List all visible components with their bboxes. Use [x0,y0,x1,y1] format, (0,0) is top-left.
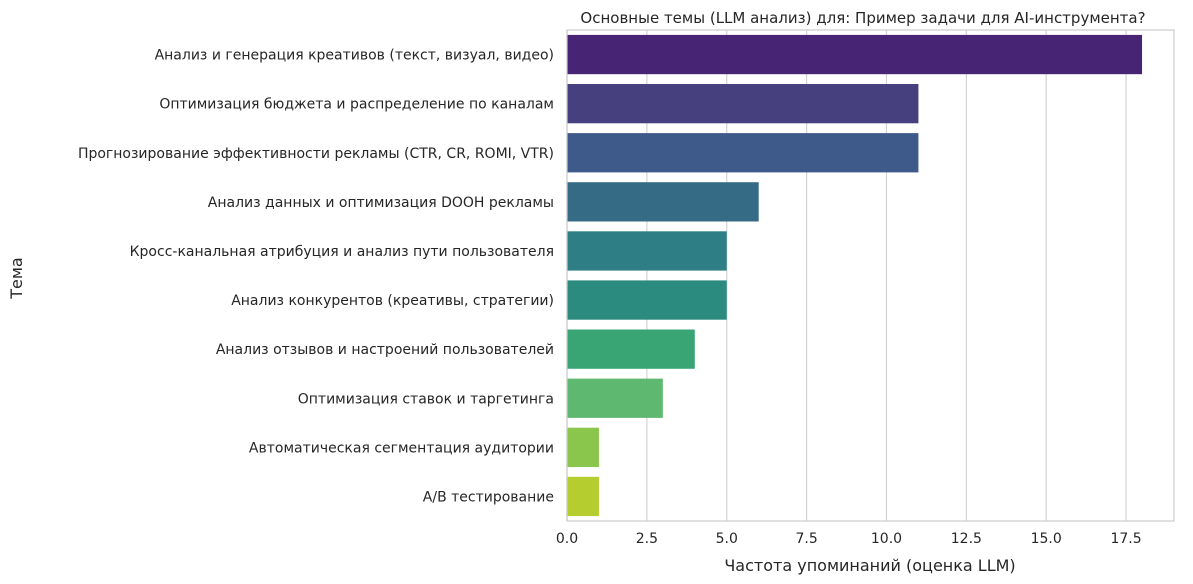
x-tick-labels: 0.0 2.5 5.0 7.5 10.0 12.5 15.0 17.5 [556,531,1142,547]
x-tick-label: 10.0 [871,531,902,547]
category-label: Анализ отзывов и настроений пользователе… [216,342,554,358]
x-tick-label: 17.5 [1110,531,1141,547]
bar [567,231,727,271]
category-label: Прогнозирование эффективности рекламы (C… [78,146,554,162]
bar [567,84,919,124]
x-tick-label: 7.5 [795,531,817,547]
x-tick-label: 15.0 [1031,531,1062,547]
bar [567,476,599,517]
y-axis-label: Тема [7,257,26,300]
x-tick-label: 0.0 [556,531,578,547]
x-axis-label: Частота упоминаний (оценка LLM) [724,556,1015,575]
bar [567,280,727,320]
x-tick-label: 5.0 [716,531,738,547]
category-label: Анализ и генерация креативов (текст, виз… [155,48,554,64]
bar [567,329,695,369]
category-label: A/B тестирование [423,489,554,505]
bar [567,427,599,467]
chart-title: Основные темы (LLM анализ) для: Пример з… [580,9,1145,27]
category-label: Оптимизация ставок и таргетинга [298,391,554,407]
category-label: Кросс-канальная атрибуция и анализ пути … [130,244,554,260]
bar [567,182,759,222]
bar [567,34,1143,75]
category-label: Оптимизация бюджета и распределение по к… [159,97,554,113]
bar [567,133,919,173]
bars [567,34,1143,517]
x-tick-label: 2.5 [636,531,658,547]
y-tick-labels: Анализ и генерация креативов (текст, виз… [78,48,554,506]
category-label: Анализ данных и оптимизация DOOH рекламы [208,195,554,211]
category-label: Анализ конкурентов (креативы, стратегии) [231,293,554,309]
x-tick-label: 12.5 [951,531,982,547]
bar [567,378,663,418]
category-label: Автоматическая сегментация аудитории [249,440,554,456]
plot-frame [566,29,1175,522]
